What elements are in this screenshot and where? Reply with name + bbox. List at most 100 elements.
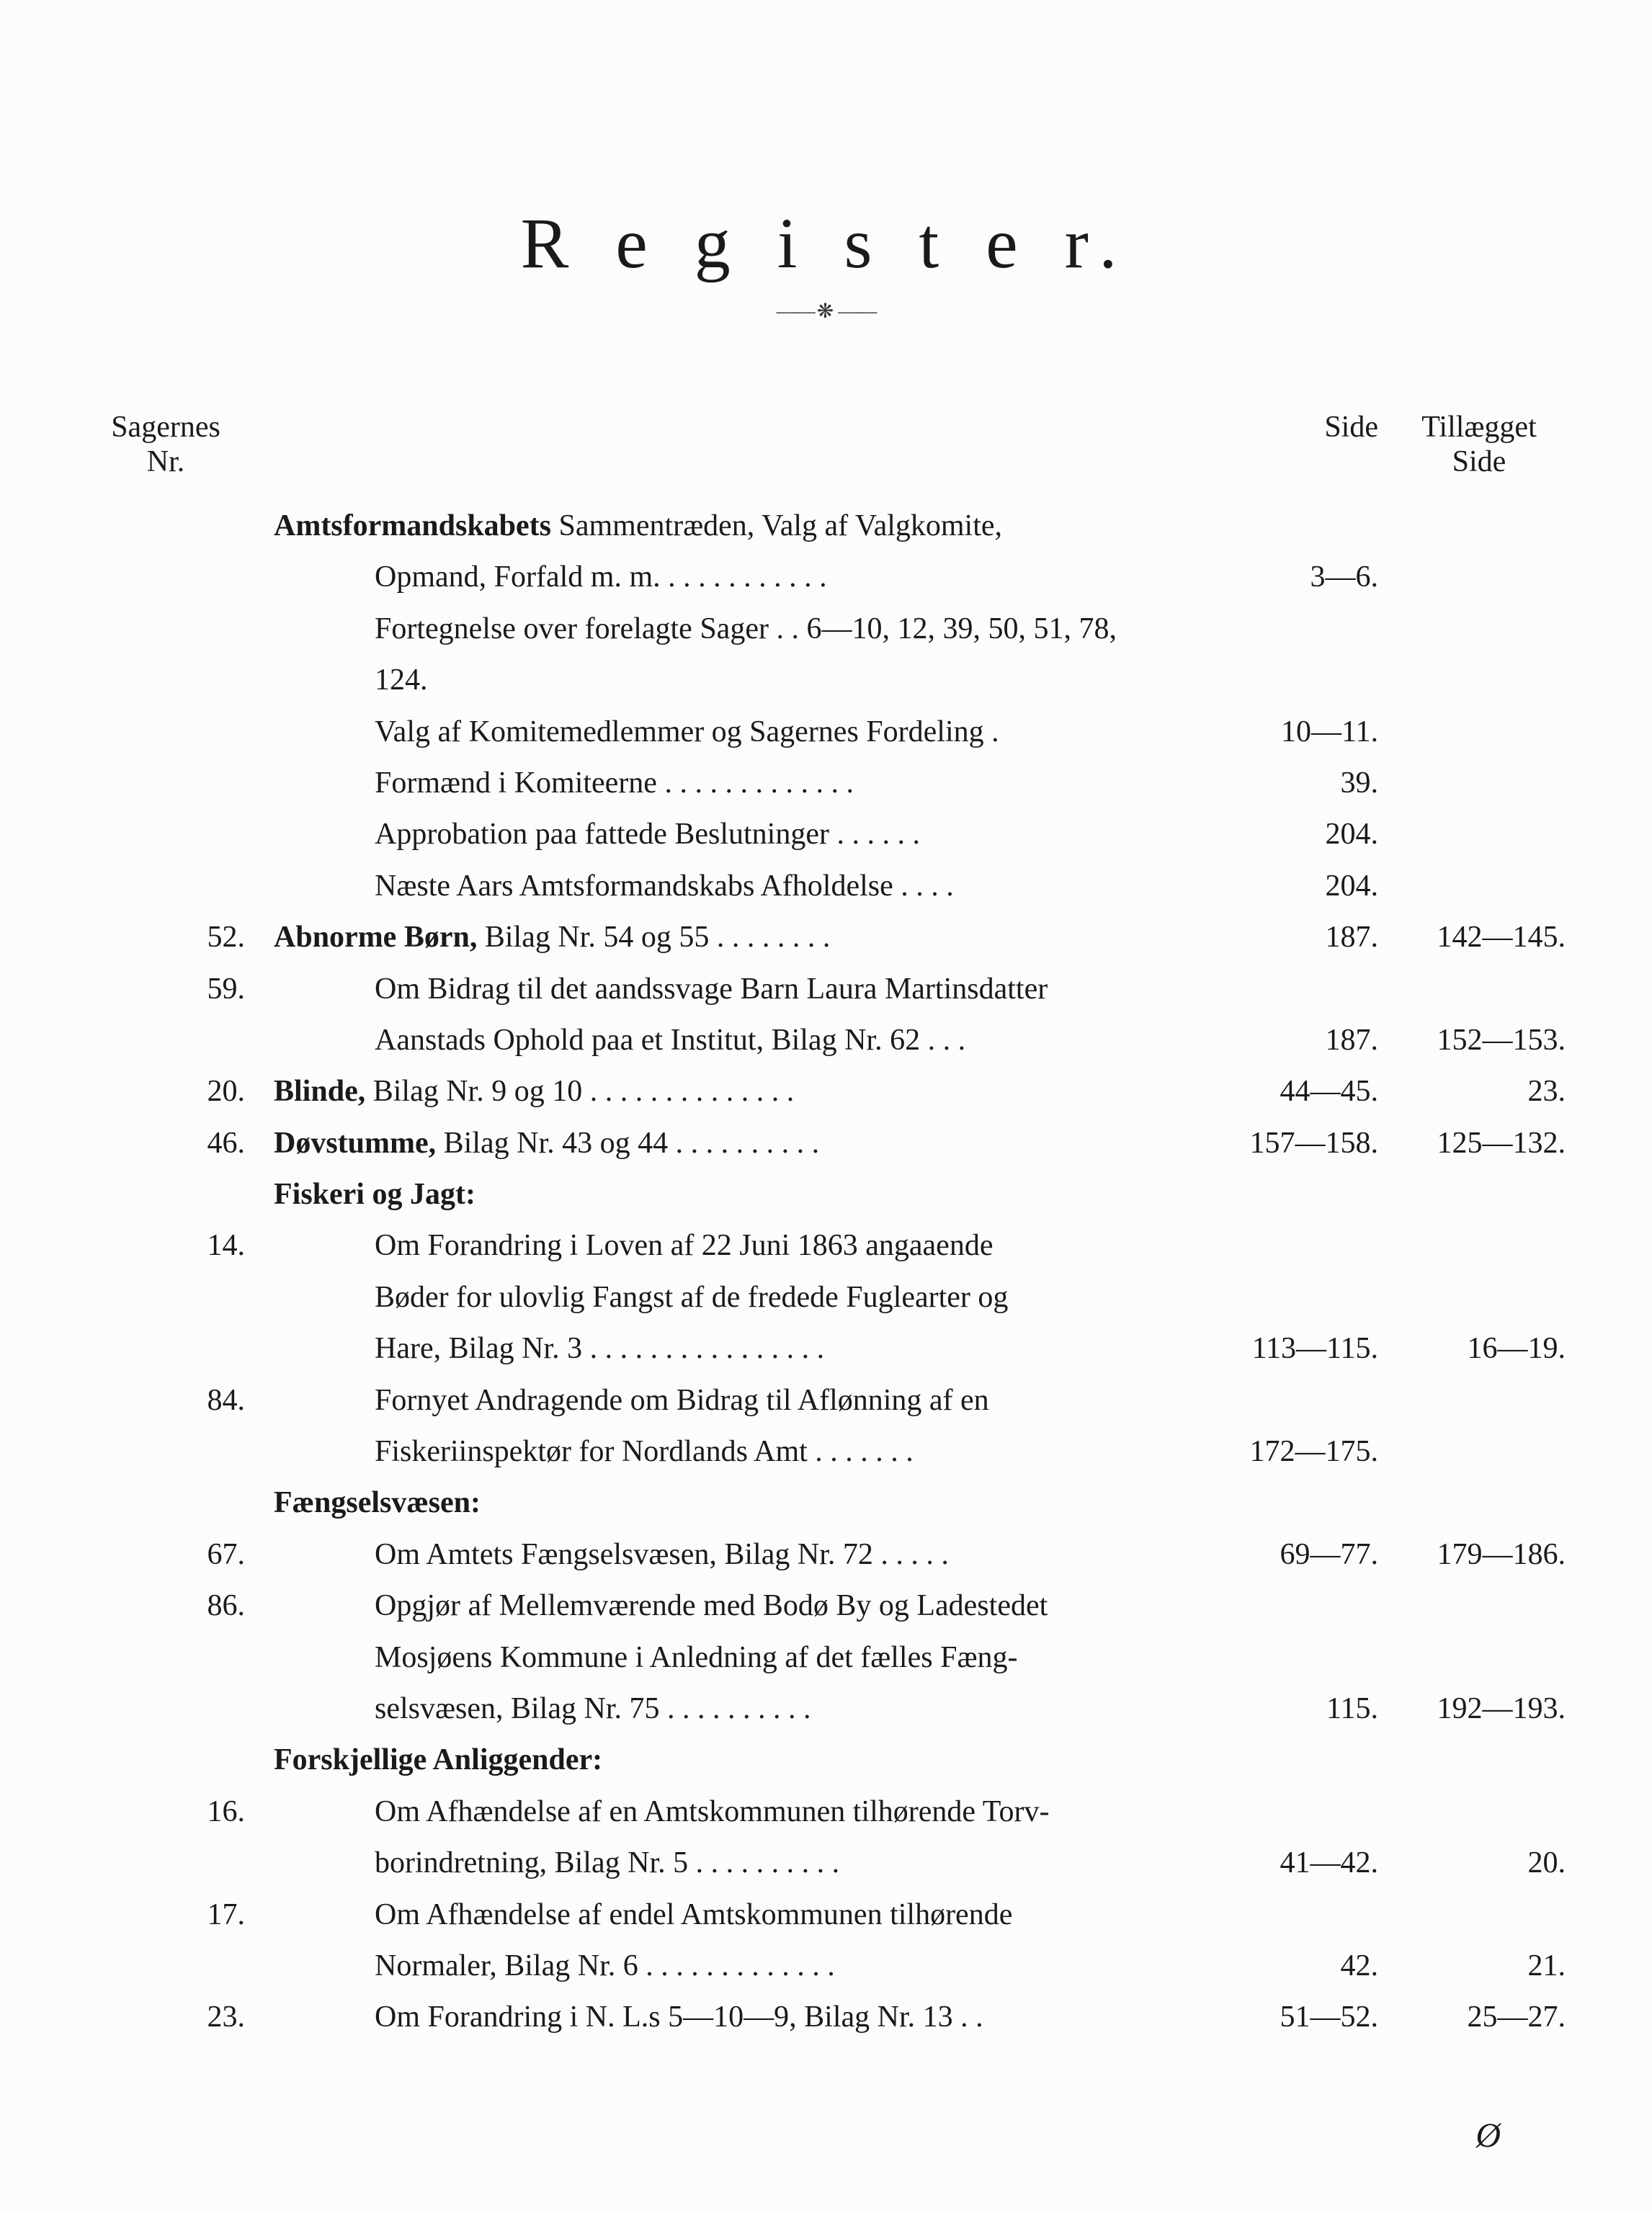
- row-page-side: [1177, 1890, 1393, 1941]
- index-row: Opmand, Forfald m. m. . . . . . . . . . …: [86, 552, 1566, 603]
- row-page-appendix: [1393, 1735, 1566, 1786]
- row-text: Aanstads Ophold paa et Institut, Bilag N…: [274, 1015, 1177, 1066]
- row-number: 59.: [86, 964, 274, 1015]
- index-row: borindretning, Bilag Nr. 5 . . . . . . .…: [86, 1838, 1566, 1889]
- row-text: Formænd i Komiteerne . . . . . . . . . .…: [274, 758, 1177, 809]
- row-number: [86, 501, 274, 552]
- row-number: [86, 861, 274, 912]
- row-page-side: [1177, 1477, 1393, 1529]
- row-text: Forskjellige Anliggender:: [274, 1735, 1177, 1786]
- row-page-appendix: 142—145.: [1393, 912, 1566, 963]
- row-page-appendix: [1393, 861, 1566, 912]
- row-page-appendix: 21.: [1393, 1941, 1566, 1992]
- header-till: Tillægget Side: [1393, 410, 1566, 479]
- row-page-appendix: [1393, 1220, 1566, 1271]
- index-row: Fortegnelse over forelagte Sager . . 6—1…: [86, 604, 1566, 707]
- index-row: 86.Opgjør af Mellemværende med Bodø By o…: [86, 1581, 1566, 1632]
- row-page-side: 42.: [1177, 1941, 1393, 1992]
- index-row: 52.Abnorme Børn, Bilag Nr. 54 og 55 . . …: [86, 912, 1566, 963]
- row-page-side: [1177, 1735, 1393, 1786]
- row-page-side: 39.: [1177, 758, 1393, 809]
- row-page-appendix: [1393, 964, 1566, 1015]
- row-number: [86, 707, 274, 758]
- row-page-side: 51—52.: [1177, 1992, 1393, 2043]
- header-mid: [245, 410, 1177, 479]
- row-page-appendix: [1393, 809, 1566, 860]
- row-page-appendix: 20.: [1393, 1838, 1566, 1889]
- row-text: Om Amtets Fængselsvæsen, Bilag Nr. 72 . …: [274, 1529, 1177, 1581]
- row-page-appendix: [1393, 1581, 1566, 1632]
- row-page-side: [1177, 1581, 1393, 1632]
- index-row: 23.Om Forandring i N. L.s 5—10—9, Bilag …: [86, 1992, 1566, 2043]
- row-page-side: 113—115.: [1177, 1323, 1393, 1374]
- row-page-side: 10—11.: [1177, 707, 1393, 758]
- row-text: Normaler, Bilag Nr. 6 . . . . . . . . . …: [274, 1941, 1177, 1992]
- row-page-side: 204.: [1177, 809, 1393, 860]
- index-row: 16.Om Afhændelse af en Amtskommunen tilh…: [86, 1787, 1566, 1838]
- row-page-side: 157—158.: [1177, 1118, 1393, 1169]
- page: R e g i s t e r. ❋ Sagernes Nr. Side Til…: [0, 0, 1652, 2213]
- row-page-appendix: 192—193.: [1393, 1684, 1566, 1735]
- row-text: selsvæsen, Bilag Nr. 75 . . . . . . . . …: [274, 1684, 1177, 1735]
- row-page-appendix: [1393, 707, 1566, 758]
- row-page-appendix: 25—27.: [1393, 1992, 1566, 2043]
- index-row: Forskjellige Anliggender:: [86, 1735, 1566, 1786]
- row-page-side: 187.: [1177, 1015, 1393, 1066]
- index-row: Formænd i Komiteerne . . . . . . . . . .…: [86, 758, 1566, 809]
- row-text: Fængselsvæsen:: [274, 1477, 1177, 1529]
- row-number: 52.: [86, 912, 274, 963]
- row-text: Om Afhændelse af endel Amtskommunen tilh…: [274, 1890, 1177, 1941]
- row-text: Om Bidrag til det aandssvage Barn Laura …: [274, 964, 1177, 1015]
- row-text: Amtsformandskabets Sammentræden, Valg af…: [274, 501, 1177, 552]
- row-page-appendix: [1393, 1426, 1566, 1477]
- header-side-text: Side: [1324, 411, 1378, 444]
- row-page-side: [1177, 1632, 1393, 1684]
- row-page-side: [1177, 501, 1393, 552]
- index-row: Fiskeri og Jagt:: [86, 1169, 1566, 1220]
- row-page-appendix: [1393, 501, 1566, 552]
- row-page-appendix: 179—186.: [1393, 1529, 1566, 1581]
- row-page-side: [1177, 1220, 1393, 1271]
- index-row: 84.Fornyet Andragende om Bidrag til Aflø…: [86, 1375, 1566, 1426]
- row-text: Fortegnelse over forelagte Sager . . 6—1…: [274, 604, 1177, 707]
- page-title: R e g i s t e r.: [86, 202, 1566, 285]
- index-row: Fængselsvæsen:: [86, 1477, 1566, 1529]
- row-number: [86, 758, 274, 809]
- index-row: 59.Om Bidrag til det aandssvage Barn Lau…: [86, 964, 1566, 1015]
- row-text: Valg af Komitemedlemmer og Sagernes Ford…: [274, 707, 1177, 758]
- row-page-side: 69—77.: [1177, 1529, 1393, 1581]
- row-page-side: [1177, 1272, 1393, 1323]
- header-side: Side: [1177, 410, 1393, 479]
- row-number: 17.: [86, 1890, 274, 1941]
- header-nr-l1: Sagernes: [111, 411, 220, 444]
- row-page-appendix: [1393, 1787, 1566, 1838]
- row-number: [86, 1941, 274, 1992]
- row-page-appendix: 152—153.: [1393, 1015, 1566, 1066]
- row-text: Approbation paa fattede Beslutninger . .…: [274, 809, 1177, 860]
- row-number: [86, 1684, 274, 1735]
- ornament-glyph: ❋: [817, 300, 835, 323]
- row-text: Mosjøens Kommune i Anledning af det fæll…: [274, 1632, 1177, 1684]
- index-row: 14.Om Forandring i Loven af 22 Juni 1863…: [86, 1220, 1566, 1271]
- index-row: Næste Aars Amtsformandskabs Afholdelse .…: [86, 861, 1566, 912]
- row-number: [86, 1272, 274, 1323]
- row-number: [86, 1838, 274, 1889]
- row-page-appendix: [1393, 552, 1566, 603]
- row-page-appendix: [1393, 1272, 1566, 1323]
- row-number: 84.: [86, 1375, 274, 1426]
- row-text: Om Forandring i Loven af 22 Juni 1863 an…: [274, 1220, 1177, 1271]
- row-text: Abnorme Børn, Bilag Nr. 54 og 55 . . . .…: [274, 912, 1177, 963]
- row-number: [86, 1169, 274, 1220]
- row-page-side: 3—6.: [1177, 552, 1393, 603]
- row-page-appendix: 23.: [1393, 1066, 1566, 1117]
- row-text: Opmand, Forfald m. m. . . . . . . . . . …: [274, 552, 1177, 603]
- row-page-side: [1177, 604, 1393, 707]
- row-page-side: [1177, 1375, 1393, 1426]
- header-till-l2: Side: [1452, 445, 1506, 478]
- row-number: 23.: [86, 1992, 274, 2043]
- row-number: [86, 1632, 274, 1684]
- index-row: Approbation paa fattede Beslutninger . .…: [86, 809, 1566, 860]
- row-text: Opgjør af Mellemværende med Bodø By og L…: [274, 1581, 1177, 1632]
- row-number: [86, 604, 274, 707]
- row-number: [86, 1735, 274, 1786]
